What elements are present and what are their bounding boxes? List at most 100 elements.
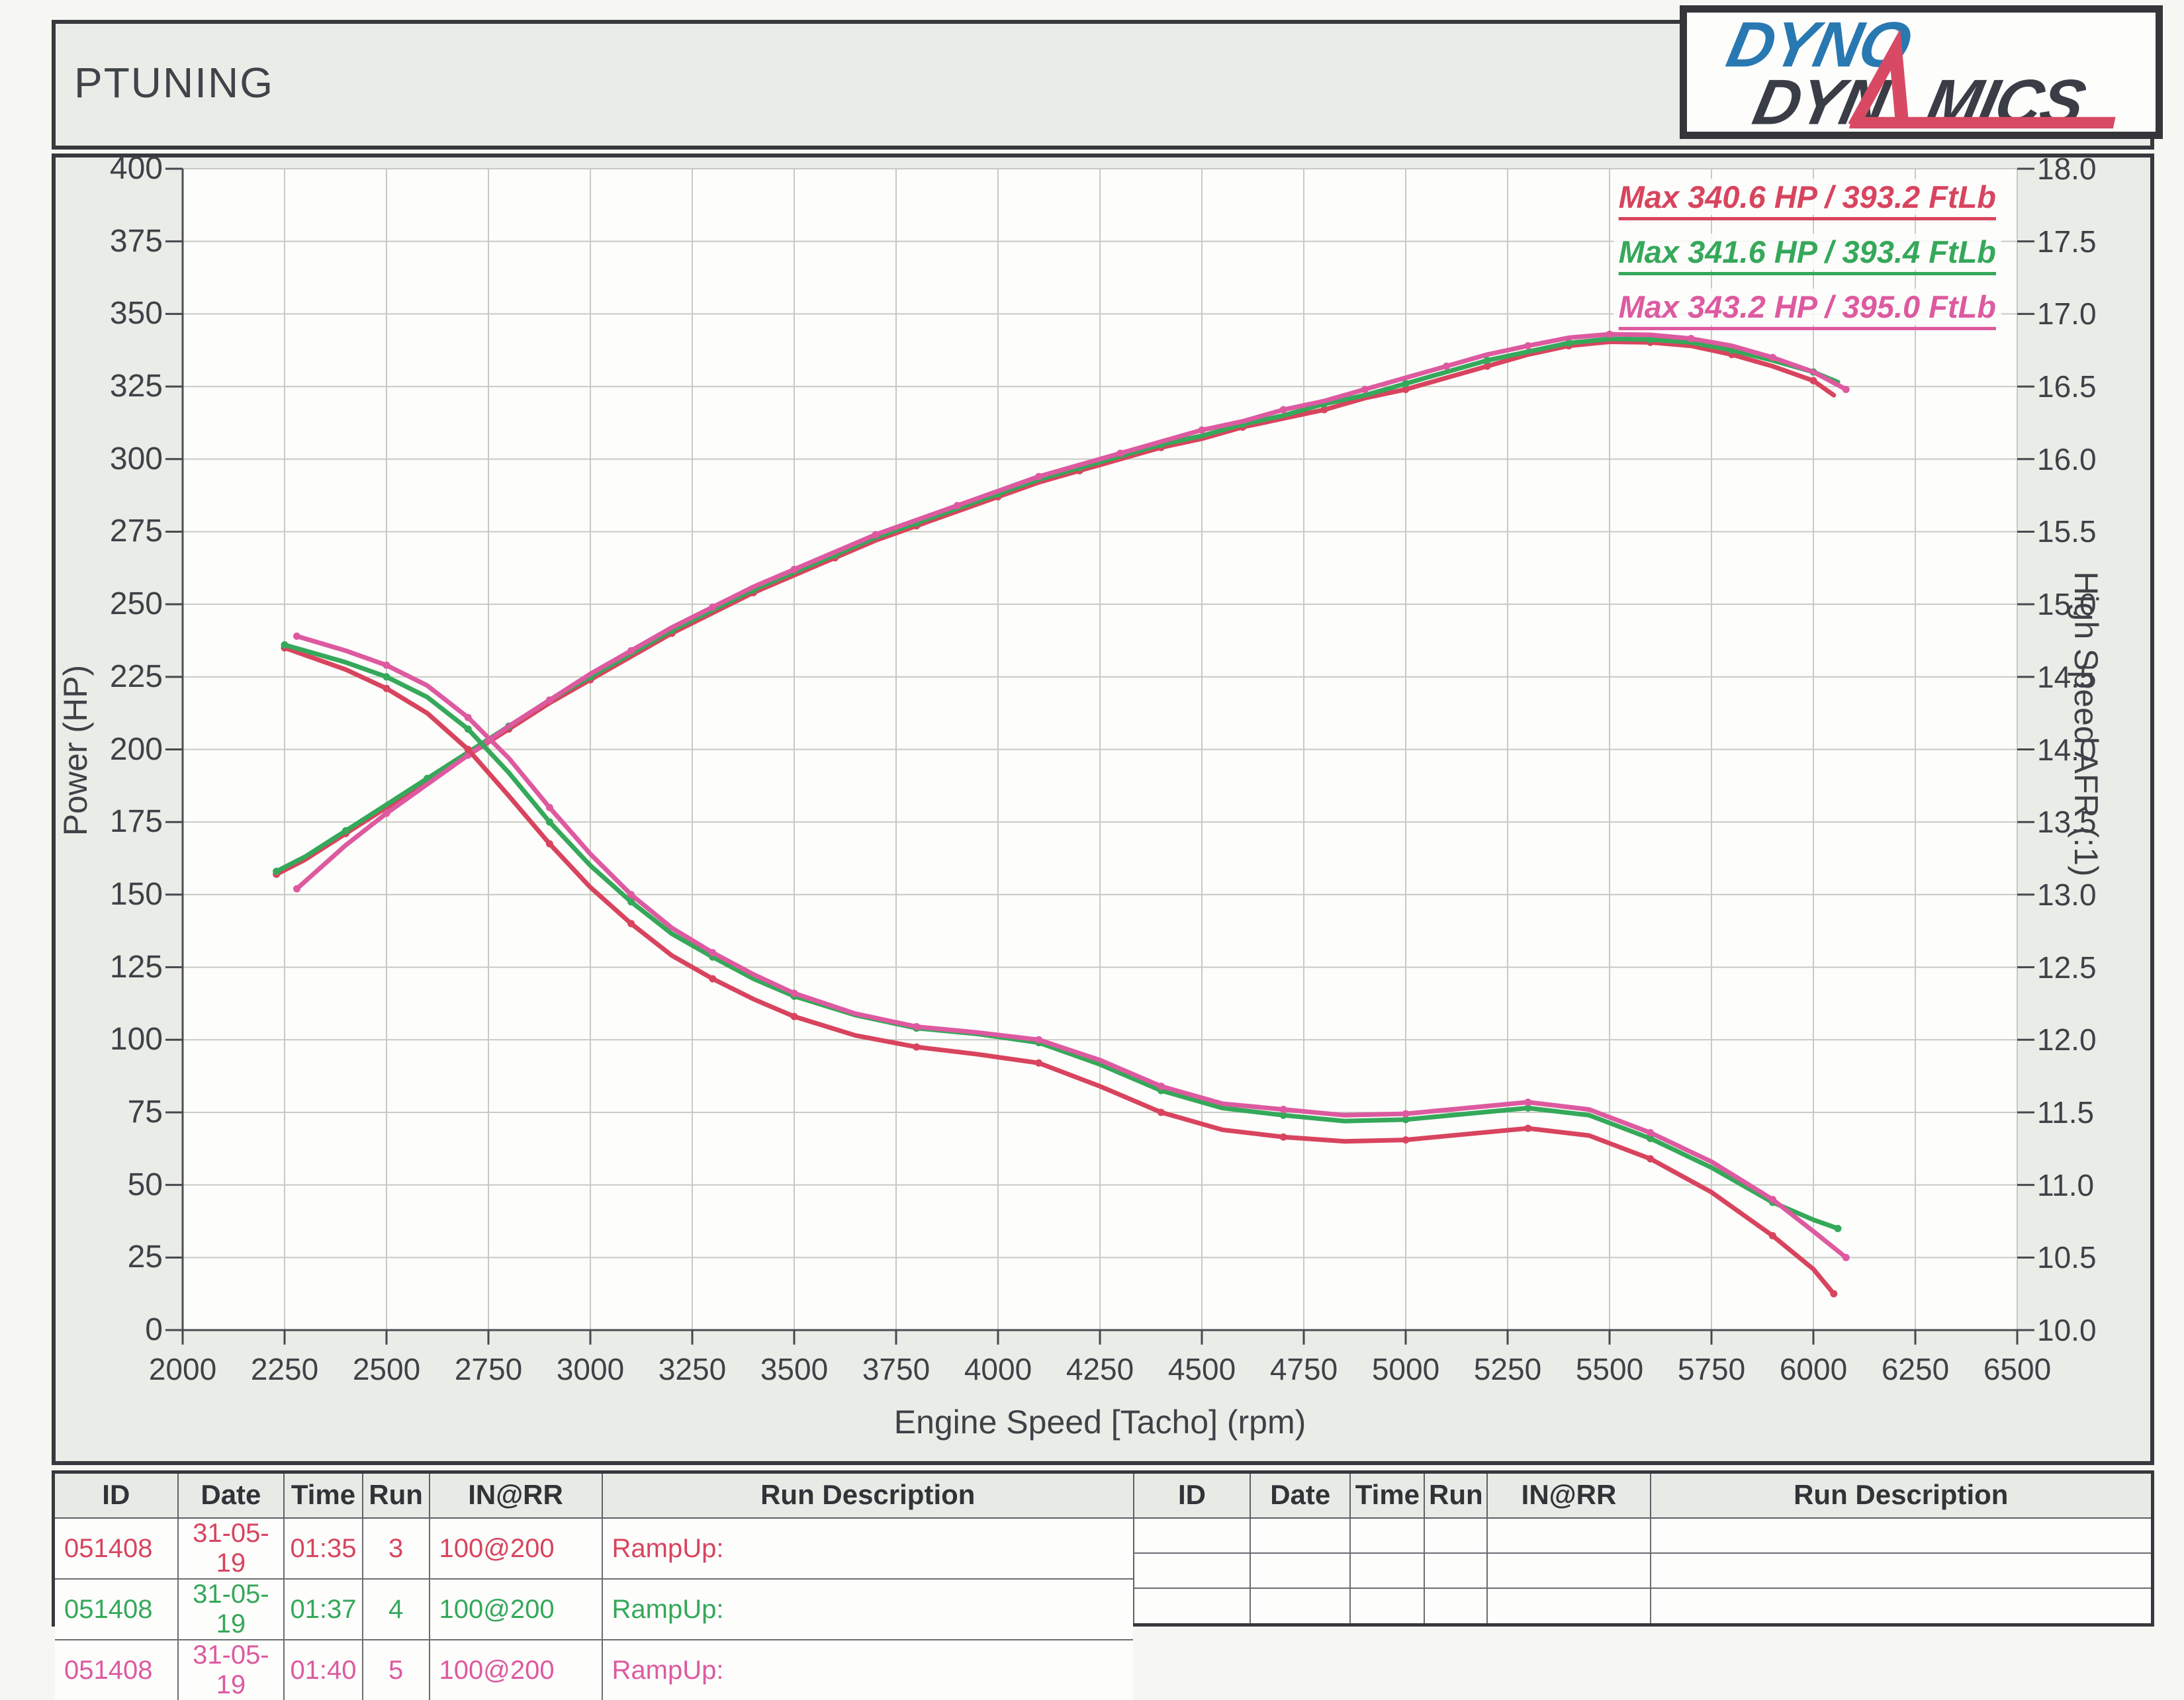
table-cell <box>1349 1517 1426 1554</box>
marker-power-run-5 <box>545 696 553 704</box>
table-cell <box>1249 1588 1351 1623</box>
y-right-tick-label: 15.5 <box>2037 514 2097 549</box>
curve-power-run-5 <box>295 332 1848 891</box>
marker-power-run-4 <box>1565 339 1572 347</box>
run-table-right-grid: ID Date Time Run IN@RR Run Description <box>1134 1474 2151 1623</box>
marker-power-run-4 <box>273 868 281 875</box>
table-cell <box>1486 1588 1651 1623</box>
column-header-date: Date <box>1249 1474 1351 1519</box>
dyno-chart: 2000 2250 2500 2750 3000 3250 3500 3750 4000 4250… <box>52 151 2154 1465</box>
run-table-header-row: ID Date Time Run IN@RR Run Description <box>55 1474 1133 1519</box>
x-tick-label: 4000 <box>964 1352 1032 1386</box>
table-cell: 3 <box>361 1517 430 1580</box>
marker-afr-run-5 <box>293 632 300 640</box>
table-cell: RampUp: <box>601 1517 1133 1580</box>
marker-afr-run-3 <box>464 746 472 753</box>
table-cell: 5 <box>361 1639 430 1700</box>
marker-afr-run-4 <box>1279 1111 1287 1119</box>
y-right-tick-label: 12.0 <box>2037 1022 2097 1057</box>
marker-power-run-5 <box>1606 330 1614 338</box>
column-header-run-description: Run Description <box>601 1474 1133 1519</box>
column-header-time: Time <box>1349 1474 1426 1519</box>
marker-power-run-5 <box>1524 342 1532 350</box>
y-left-tick-label: 75 <box>127 1094 163 1130</box>
marker-power-run-4 <box>341 827 349 834</box>
marker-power-run-5 <box>1687 335 1695 343</box>
marker-afr-run-3 <box>790 1012 798 1020</box>
table-cell: 01:35 <box>283 1517 363 1580</box>
table-cell <box>1349 1588 1426 1623</box>
column-header-id: ID <box>55 1474 179 1519</box>
marker-power-run-5 <box>953 502 961 510</box>
table-cell: 051408 <box>55 1639 179 1700</box>
legend-entry-2: Max 341.6 HP / 393.4 FtLb <box>1613 234 2001 270</box>
x-tick-label: 5000 <box>1371 1352 1440 1386</box>
y-right-tick-label: 13.5 <box>2037 805 2097 840</box>
curve-afr-run-3 <box>282 645 1837 1296</box>
table-cell: 100@200 <box>428 1517 603 1580</box>
marker-afr-run-5 <box>383 661 390 669</box>
table-cell <box>1249 1552 1351 1589</box>
table-cell: 051408 <box>55 1517 179 1580</box>
chart-area: 2000 2250 2500 2750 3000 3250 3500 3750 4000 4250… <box>56 151 2150 1461</box>
table-cell <box>1649 1517 2151 1554</box>
run-table-right: ID Date Time Run IN@RR Run Description <box>1134 1474 2151 1623</box>
marker-afr-run-3 <box>1402 1136 1410 1144</box>
table-cell: 31-05-19 <box>177 1578 285 1640</box>
marker-power-run-3 <box>1320 406 1328 414</box>
y-right-tick-label: 11.5 <box>2037 1095 2095 1130</box>
y-left-tick-label: 375 <box>109 223 163 259</box>
page-title: PTUNING <box>74 59 274 107</box>
marker-afr-run-3 <box>709 975 717 983</box>
x-tick-label: 3500 <box>760 1352 829 1386</box>
marker-power-run-3 <box>1483 362 1491 370</box>
table-cell <box>1486 1552 1651 1589</box>
y-left-tick-label: 325 <box>109 369 163 404</box>
marker-afr-run-3 <box>1157 1108 1165 1116</box>
marker-afr-run-3 <box>627 920 635 928</box>
x-tick-label: 5750 <box>1677 1352 1746 1386</box>
marker-afr-run-5 <box>1524 1098 1532 1106</box>
x-tick-label: 4500 <box>1167 1352 1236 1386</box>
marker-afr-run-5 <box>1402 1110 1410 1118</box>
dyno-dynamics-logo: DYNO DYN MICS <box>1680 5 2163 139</box>
marker-power-run-4 <box>1647 336 1655 343</box>
marker-afr-run-5 <box>1647 1129 1655 1137</box>
table-cell: 31-05-19 <box>177 1639 285 1700</box>
marker-power-run-4 <box>1402 380 1410 388</box>
table-cell <box>1424 1552 1488 1589</box>
marker-power-run-4 <box>1483 357 1491 365</box>
marker-power-run-5 <box>872 531 880 539</box>
marker-afr-run-5 <box>545 803 553 811</box>
table-cell <box>1424 1517 1488 1554</box>
y-right-tick-label: 14.5 <box>2037 659 2097 694</box>
table-row <box>1134 1552 2151 1589</box>
x-tick-label: 6500 <box>1983 1352 2052 1386</box>
y-left-tick-label: 275 <box>109 514 163 549</box>
y-right-tick-label: 16.0 <box>2037 441 2097 476</box>
x-tick-label: 3750 <box>862 1352 931 1386</box>
run-table-header-row: ID Date Time Run IN@RR Run Description <box>1134 1474 2151 1519</box>
marker-afr-run-4 <box>545 818 553 826</box>
marker-afr-run-3 <box>1830 1290 1838 1298</box>
y-left-tick-label: 225 <box>109 658 163 694</box>
marker-power-run-5 <box>1035 472 1043 480</box>
marker-afr-run-3 <box>545 840 553 848</box>
table-cell <box>1486 1517 1651 1554</box>
marker-afr-run-4 <box>1834 1224 1842 1232</box>
table-cell: 01:40 <box>283 1639 363 1700</box>
table-cell: 100@200 <box>428 1639 603 1700</box>
y-right-tick-label: 15.0 <box>2037 587 2097 622</box>
marker-power-run-5 <box>1361 385 1369 393</box>
marker-afr-run-3 <box>1035 1059 1043 1067</box>
x-tick-label: 2250 <box>250 1352 319 1386</box>
table-cell <box>1134 1552 1251 1589</box>
table-row <box>1134 1588 2151 1623</box>
column-header-id: ID <box>1134 1474 1251 1519</box>
x-tick-label: 2500 <box>352 1352 421 1386</box>
dyno-report-page: { "header": { "title": "PTUNING" }, "log… <box>52 5 2163 1700</box>
legend-entry-3: Max 343.2 HP / 395.0 FtLb <box>1613 289 2001 325</box>
column-header-time: Time <box>283 1474 363 1519</box>
y-axis-right-title: High Speed AFR (:1) <box>2068 571 2105 877</box>
marker-afr-run-4 <box>281 641 289 649</box>
